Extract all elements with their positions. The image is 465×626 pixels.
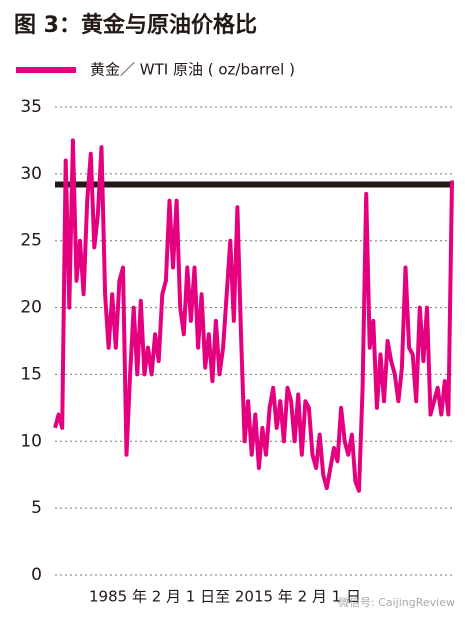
y-tick-label: 15 [20,364,42,384]
y-tick-label: 20 [20,298,42,318]
y-tick-label: 30 [20,164,42,184]
y-tick-label: 25 [20,231,42,251]
data-line [53,138,454,493]
legend-label: 黄金／ WTI 原油 ( oz/barrel ) [90,61,295,79]
y-tick-label: 5 [31,498,42,518]
y-tick-label: 35 [20,97,42,117]
y-tick-label: 0 [31,565,42,585]
x-axis-label: 1985 年 2 月 1 日至 2015 年 2 月 1 日 [89,588,361,606]
watermark: 微信号: CaijingReview [338,595,455,609]
chart-title: 图 3：黄金与原油价格比 [14,12,257,38]
y-tick-label: 10 [20,431,42,451]
